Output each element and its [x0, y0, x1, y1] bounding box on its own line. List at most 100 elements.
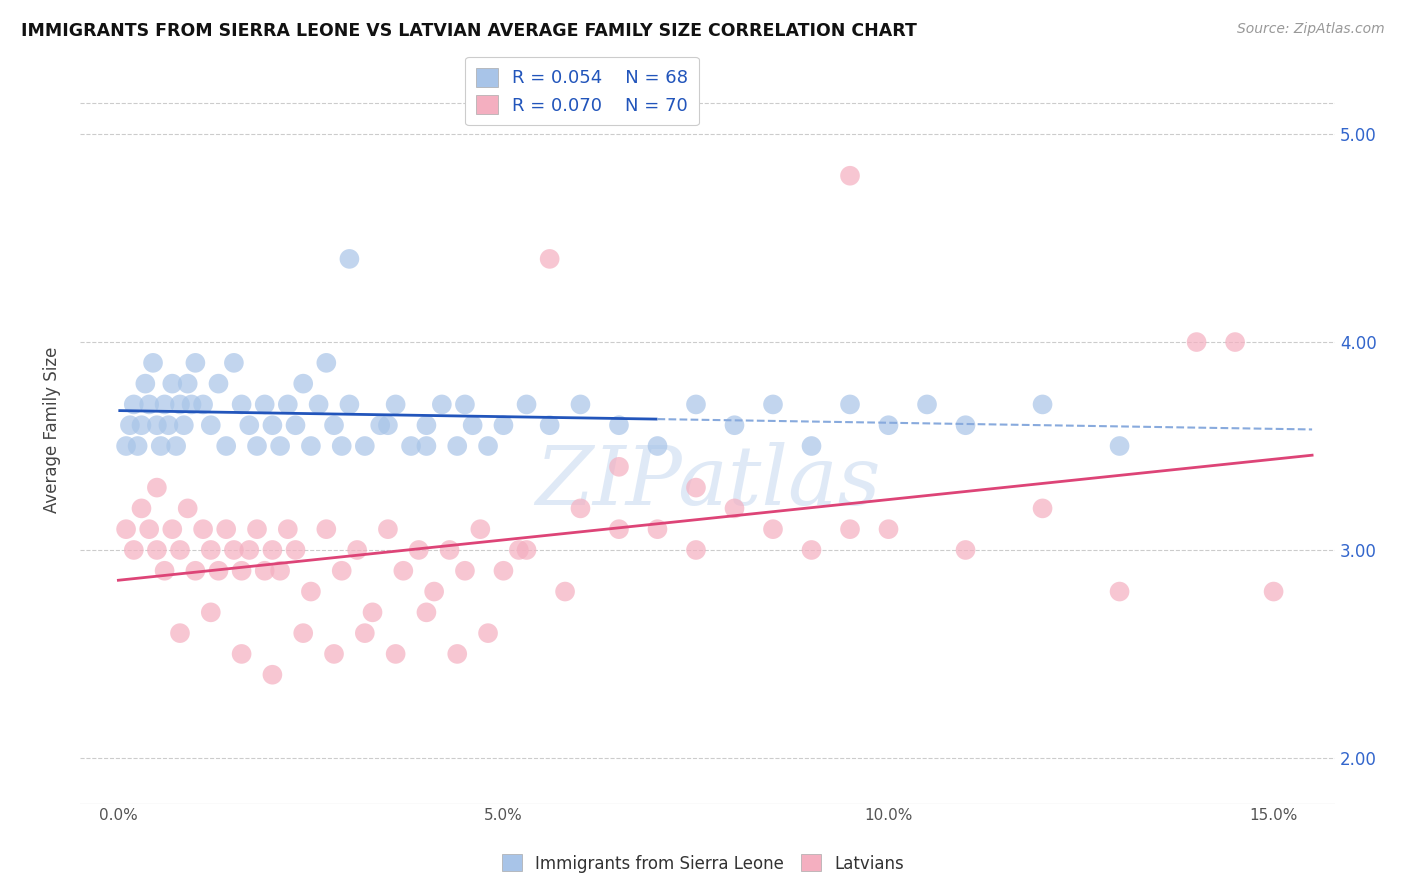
Point — [122, 543, 145, 558]
Point — [800, 543, 823, 558]
Point — [368, 418, 391, 433]
Text: Source: ZipAtlas.com: Source: ZipAtlas.com — [1237, 22, 1385, 37]
Point — [176, 501, 198, 516]
Point — [955, 543, 977, 558]
Point — [339, 397, 361, 411]
Point — [292, 626, 315, 640]
Point — [762, 397, 785, 411]
Point — [877, 418, 900, 433]
Point — [399, 439, 422, 453]
Point — [253, 397, 276, 411]
Point — [142, 356, 165, 370]
Point — [146, 543, 169, 558]
Point — [353, 626, 375, 640]
Point — [284, 543, 307, 558]
Point — [607, 459, 630, 474]
Point — [157, 418, 180, 433]
Point — [647, 439, 669, 453]
Point — [231, 397, 253, 411]
Point — [169, 543, 191, 558]
Point — [153, 564, 176, 578]
Point — [839, 169, 862, 183]
Point — [685, 481, 707, 495]
Point — [607, 522, 630, 536]
Point — [723, 501, 745, 516]
Text: IMMIGRANTS FROM SIERRA LEONE VS LATVIAN AVERAGE FAMILY SIZE CORRELATION CHART: IMMIGRANTS FROM SIERRA LEONE VS LATVIAN … — [21, 22, 917, 40]
Point — [191, 397, 214, 411]
Point — [685, 397, 707, 411]
Point — [292, 376, 315, 391]
Point — [200, 543, 222, 558]
Point — [353, 439, 375, 453]
Point — [1263, 584, 1285, 599]
Point — [477, 439, 499, 453]
Point — [262, 667, 284, 681]
Point — [839, 522, 862, 536]
Point — [138, 397, 160, 411]
Point — [361, 605, 384, 619]
Point — [516, 543, 538, 558]
Point — [207, 564, 229, 578]
Point — [408, 543, 430, 558]
Point — [238, 543, 260, 558]
Y-axis label: Average Family Size: Average Family Size — [44, 346, 60, 513]
Point — [339, 252, 361, 266]
Point — [1108, 439, 1130, 453]
Point — [346, 543, 368, 558]
Point — [323, 418, 346, 433]
Point — [955, 418, 977, 433]
Point — [800, 439, 823, 453]
Point — [330, 439, 353, 453]
Point — [215, 522, 238, 536]
Point — [723, 418, 745, 433]
Point — [238, 418, 260, 433]
Point — [284, 418, 307, 433]
Point — [162, 522, 184, 536]
Point — [330, 564, 353, 578]
Point — [200, 418, 222, 433]
Point — [915, 397, 938, 411]
Point — [308, 397, 330, 411]
Point — [149, 439, 172, 453]
Point — [134, 376, 156, 391]
Point — [516, 397, 538, 411]
Point — [492, 564, 515, 578]
Point — [569, 501, 592, 516]
Point — [176, 376, 198, 391]
Point — [222, 356, 245, 370]
Point — [169, 397, 191, 411]
Point — [877, 522, 900, 536]
Point — [191, 522, 214, 536]
Point — [446, 439, 468, 453]
Point — [180, 397, 202, 411]
Point — [131, 418, 153, 433]
Point — [1032, 501, 1054, 516]
Point — [277, 397, 299, 411]
Point — [384, 397, 406, 411]
Point — [377, 522, 399, 536]
Point — [315, 522, 337, 536]
Point — [423, 584, 446, 599]
Point — [454, 397, 477, 411]
Point — [207, 376, 229, 391]
Point — [269, 564, 291, 578]
Legend: Immigrants from Sierra Leone, Latvians: Immigrants from Sierra Leone, Latvians — [495, 847, 911, 880]
Point — [554, 584, 576, 599]
Point — [118, 418, 141, 433]
Point — [146, 418, 169, 433]
Point — [446, 647, 468, 661]
Point — [839, 397, 862, 411]
Point — [1223, 334, 1246, 349]
Point — [215, 439, 238, 453]
Point — [569, 397, 592, 411]
Point — [162, 376, 184, 391]
Point — [538, 418, 561, 433]
Point — [269, 439, 291, 453]
Point — [685, 543, 707, 558]
Point — [508, 543, 530, 558]
Point — [127, 439, 149, 453]
Point — [131, 501, 153, 516]
Point — [173, 418, 195, 433]
Legend: R = 0.054    N = 68, R = 0.070    N = 70: R = 0.054 N = 68, R = 0.070 N = 70 — [465, 57, 699, 126]
Point — [165, 439, 187, 453]
